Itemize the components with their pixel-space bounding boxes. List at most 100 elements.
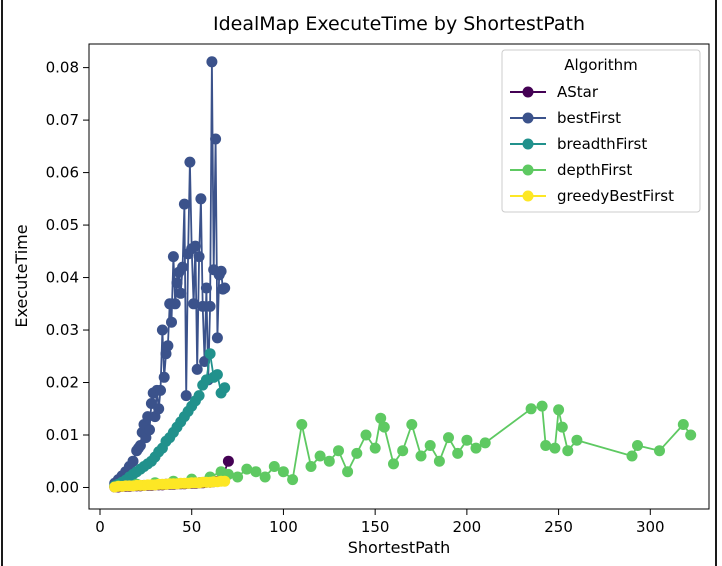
data-point	[406, 419, 418, 430]
y-tick-label: 0.07	[46, 111, 79, 129]
y-axis: 0.00 0.01 0.02 0.03 0.04 0.05 0.06 0.07 0.08	[46, 59, 89, 496]
data-point	[461, 434, 473, 446]
legend-label: greedyBestFirst	[557, 187, 674, 205]
data-point	[156, 324, 168, 336]
x-tick-label: 50	[182, 518, 201, 536]
data-point	[241, 463, 253, 475]
legend-label: bestFirst	[557, 109, 621, 127]
data-point	[169, 298, 181, 310]
y-tick-label: 0.04	[46, 269, 79, 287]
y-tick-label: 0.02	[46, 374, 79, 392]
y-tick-label: 0.05	[46, 216, 79, 234]
legend: Algorithm AStar bestFirst breadthFirst dept…	[501, 49, 701, 213]
x-tick-label: 300	[636, 518, 665, 536]
legend-title: Algorithm	[564, 56, 637, 74]
series-greedyBestFirst	[109, 475, 231, 493]
data-point	[553, 404, 565, 416]
data-point	[525, 403, 537, 415]
data-point	[219, 282, 231, 294]
data-point	[200, 282, 212, 294]
data-point	[360, 429, 372, 441]
data-point	[211, 369, 223, 381]
data-point	[323, 455, 335, 467]
axes-frame	[88, 43, 710, 510]
data-point	[250, 466, 262, 478]
x-tick-label: 150	[361, 518, 390, 536]
data-point	[375, 412, 387, 424]
series-bestFirst	[109, 56, 231, 489]
data-point	[127, 455, 139, 467]
data-point	[540, 440, 552, 451]
x-tick-label: 250	[544, 518, 573, 536]
data-point	[424, 440, 436, 451]
data-point	[397, 445, 409, 457]
y-tick-label: 0.00	[46, 478, 79, 496]
data-point	[180, 390, 192, 402]
y-tick-label: 0.06	[46, 164, 79, 182]
data-point	[178, 198, 190, 210]
data-point	[415, 450, 427, 462]
data-point	[166, 316, 177, 328]
data-point	[342, 466, 354, 478]
data-point	[171, 277, 183, 289]
series-layer	[109, 56, 697, 493]
data-point	[162, 340, 174, 352]
legend-label: breadthFirst	[557, 135, 647, 153]
data-point	[685, 429, 697, 441]
data-point	[193, 390, 205, 402]
x-tick-label: 100	[269, 518, 298, 536]
data-point	[204, 348, 216, 360]
legend-entry: greedyBestFirst	[510, 187, 674, 205]
data-point	[549, 442, 561, 454]
data-point	[175, 287, 187, 299]
series-breadthFirst	[109, 348, 231, 492]
x-tick-label: 0	[95, 518, 105, 536]
data-point	[144, 424, 155, 436]
data-point	[158, 371, 170, 383]
data-point	[433, 455, 445, 467]
data-point	[268, 461, 280, 472]
data-point	[219, 382, 231, 394]
data-point	[211, 332, 223, 344]
data-point	[536, 400, 548, 412]
data-point	[189, 240, 201, 252]
data-point	[219, 475, 231, 487]
data-point	[479, 437, 491, 449]
data-point	[259, 471, 271, 483]
legend-marker	[522, 112, 534, 124]
data-point	[388, 458, 399, 470]
legend-entry: depthFirst	[510, 161, 632, 179]
data-point	[210, 133, 222, 145]
data-point	[134, 440, 146, 451]
legend-entry: bestFirst	[510, 109, 621, 127]
data-point	[184, 156, 196, 168]
data-point	[571, 434, 583, 446]
data-point	[351, 447, 363, 459]
data-point	[215, 265, 227, 277]
data-point	[452, 447, 464, 459]
series-depthFirst	[112, 400, 697, 492]
legend-marker	[522, 138, 534, 150]
legend-entries: AStar bestFirst breadthFirst depthFirst gree…	[510, 83, 674, 205]
data-point	[626, 450, 638, 462]
data-point	[632, 440, 643, 451]
chart-title: IdealMap ExecuteTime by ShortestPath	[213, 13, 585, 35]
data-point	[199, 356, 211, 367]
x-axis: 0 50 100 150 200 250 300	[95, 509, 665, 536]
data-point	[167, 251, 179, 263]
legend-entry: AStar	[510, 83, 599, 101]
y-tick-label: 0.01	[46, 426, 79, 444]
data-point	[378, 421, 390, 433]
data-point	[232, 471, 244, 483]
data-point	[296, 419, 308, 430]
legend-marker	[522, 190, 534, 202]
data-point	[333, 445, 344, 457]
data-point	[470, 442, 482, 454]
data-point	[204, 300, 216, 312]
legend-entry: breadthFirst	[510, 135, 647, 153]
x-axis-label: ShortestPath	[348, 538, 451, 557]
data-point	[305, 461, 317, 472]
legend-marker	[522, 86, 534, 98]
data-point	[153, 403, 165, 415]
